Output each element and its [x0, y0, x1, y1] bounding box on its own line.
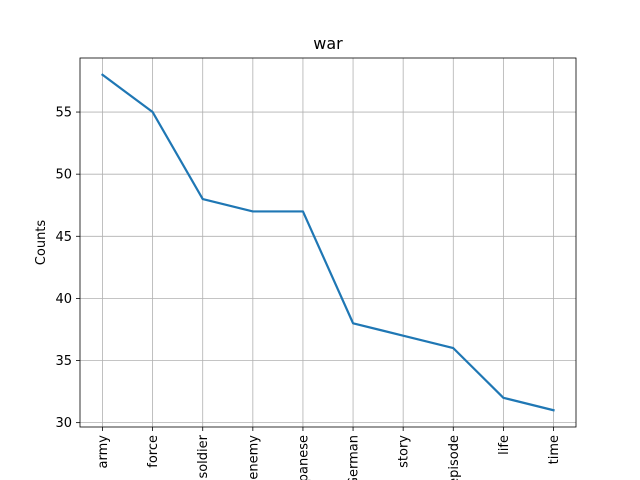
x-tick-label: force	[146, 435, 161, 468]
y-tick-label: 50	[55, 168, 72, 183]
y-tick-label: 55	[55, 106, 72, 121]
x-tick-label: life	[497, 435, 512, 455]
plot-area	[80, 58, 576, 427]
series-line	[100, 73, 555, 412]
series-layer	[100, 73, 555, 412]
x-tick-label: soldier	[196, 434, 211, 478]
y-tick-label: 40	[55, 292, 72, 307]
x-axis: army force soldier enemy Japanese German story…	[96, 427, 562, 480]
x-tick-label: army	[96, 435, 111, 469]
y-axis-label: Counts	[34, 220, 49, 266]
x-tick-label: enemy	[246, 435, 261, 480]
y-tick-label: 35	[55, 354, 72, 369]
x-tick-label: story	[397, 435, 412, 468]
x-tick-label: German	[347, 435, 362, 480]
plot-frame	[79, 57, 577, 428]
x-tick-label: time	[547, 435, 562, 464]
y-tick-label: 45	[55, 230, 72, 245]
y-tick-label: 30	[55, 416, 72, 431]
grid	[80, 58, 576, 427]
x-tick-label: Japanese	[296, 435, 311, 480]
y-axis: 30 35 40 45 50 55	[55, 106, 80, 431]
chart-title: war	[313, 34, 343, 53]
x-tick-label: episode	[447, 435, 462, 480]
